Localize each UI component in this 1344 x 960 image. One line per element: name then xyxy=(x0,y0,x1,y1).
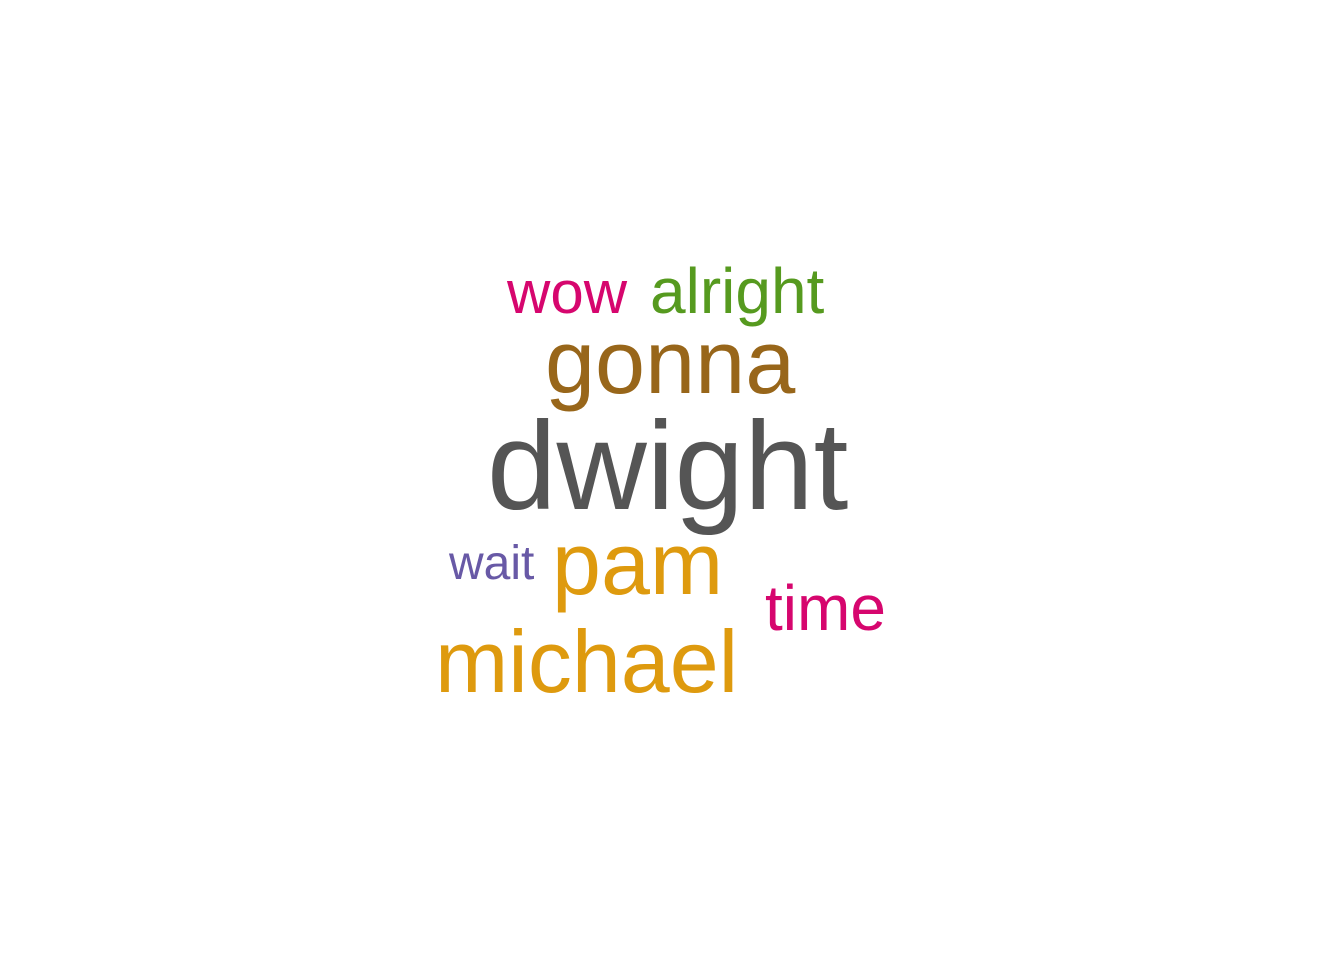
word-wait: wait xyxy=(448,537,534,590)
word-michael: michael xyxy=(435,612,738,711)
word-dwight: dwight xyxy=(487,397,848,536)
word-wow: wow xyxy=(506,259,628,326)
word-alright: alright xyxy=(650,255,825,327)
word-gonna: gonna xyxy=(545,313,796,413)
word-time: time xyxy=(765,572,886,644)
word-pam: pam xyxy=(552,514,723,613)
